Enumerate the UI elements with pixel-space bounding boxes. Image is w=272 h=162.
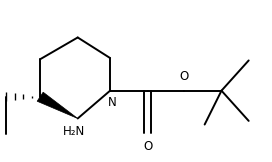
Text: H₂N: H₂N [63, 125, 85, 138]
Text: O: O [179, 70, 188, 83]
Text: N: N [108, 96, 116, 109]
Polygon shape [37, 92, 78, 118]
Text: O: O [143, 140, 152, 153]
